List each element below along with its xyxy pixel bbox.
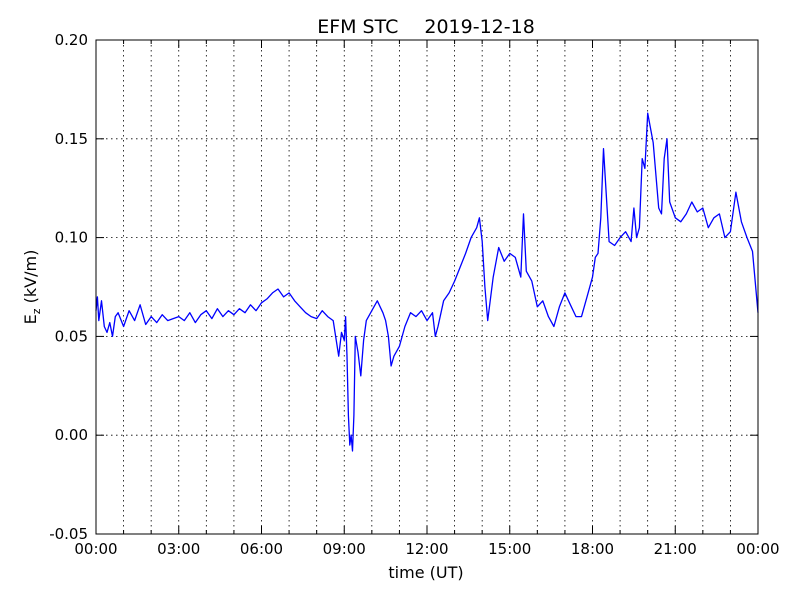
x-tick-label: 06:00: [240, 540, 283, 558]
x-tick-label: 12:00: [405, 540, 448, 558]
chart-title-left: EFM STC: [317, 16, 398, 38]
y-tick-label: -0.05: [49, 525, 88, 543]
x-tick-label: 18:00: [571, 540, 614, 558]
y-axis-label-unit: (kV/m): [21, 250, 40, 309]
x-tick-labels: 00:00 03:00 06:00 09:00 12:00 15:00 18:00 21:00…: [74, 540, 779, 558]
y-tick-labels: -0.05 0.00 0.05 0.10 0.15 0.20: [49, 31, 88, 543]
y-tick-label: 0.15: [55, 130, 88, 148]
x-tick-label: 21:00: [654, 540, 697, 558]
x-tick-label: 03:00: [157, 540, 200, 558]
plot-frame: [95, 39, 759, 535]
x-tick-label: 00:00: [74, 540, 117, 558]
axis-ticks: [96, 39, 758, 535]
y-axis-label-main: E: [21, 314, 40, 324]
x-tick-label: 09:00: [323, 540, 366, 558]
x-axis-label: time (UT): [388, 563, 463, 582]
y-axis-label: Ez (kV/m): [21, 250, 43, 325]
x-tick-label: 15:00: [488, 540, 531, 558]
series-line: [95, 112, 759, 452]
y-tick-label: 0.00: [55, 426, 88, 444]
series-layer: [95, 112, 759, 452]
y-tick-label: 0.10: [55, 229, 88, 247]
y-tick-label: 0.05: [55, 327, 88, 345]
y-axis-label-sub: z: [30, 308, 43, 314]
chart-title: EFM STC 2019-12-18: [317, 16, 535, 38]
grid-lines: [96, 40, 758, 534]
y-tick-label: 0.20: [55, 31, 88, 49]
chart-title-right: 2019-12-18: [424, 16, 534, 38]
x-tick-label: 00:00: [736, 540, 779, 558]
